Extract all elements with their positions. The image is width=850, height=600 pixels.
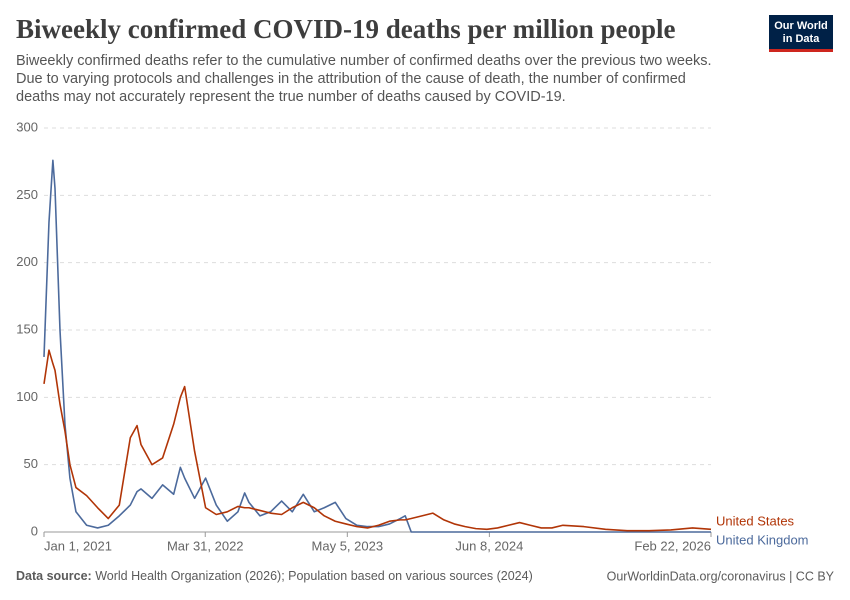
y-tick-label: 0	[31, 523, 38, 538]
x-tick-label: Feb 22, 2026	[634, 538, 711, 553]
footer-link[interactable]: OurWorldinData.org/coronavirus | CC BY	[607, 569, 835, 583]
source-label: Data source:	[16, 569, 92, 583]
y-tick-label: 50	[24, 456, 38, 471]
y-tick-label: 150	[16, 321, 38, 336]
legend-label: United Kingdom	[716, 532, 809, 547]
logo[interactable]: Our World in Data	[769, 15, 833, 52]
line-series	[43, 159, 711, 533]
subtitle: deaths may not accurately represent the …	[16, 89, 566, 105]
x-tick-label: May 5, 2023	[312, 538, 384, 553]
subtitle: Due to varying protocols and challenges …	[16, 71, 686, 87]
legend-label: United States	[716, 513, 795, 528]
y-tick-label: 200	[16, 254, 38, 269]
y-tick-label: 100	[16, 389, 38, 404]
x-tick-label: Jun 8, 2024	[455, 538, 523, 553]
x-tick-label: Jan 1, 2021	[44, 538, 112, 553]
logo-box	[769, 15, 833, 49]
footer-source: Data source: World Health Organization (…	[16, 569, 533, 583]
x-tick-label: Mar 31, 2022	[167, 538, 244, 553]
chart-title: Biweekly confirmed COVID-19 deaths per m…	[16, 14, 675, 44]
logo-underline	[769, 49, 833, 52]
y-tick-label: 300	[16, 119, 38, 134]
logo-text: Our World	[774, 20, 828, 32]
source-text: World Health Organization (2026); Popula…	[95, 569, 533, 583]
subtitle: Biweekly confirmed deaths refer to the c…	[16, 53, 712, 69]
line-series	[43, 349, 712, 532]
y-tick-label: 250	[16, 187, 38, 202]
logo-text: in Data	[783, 33, 821, 45]
